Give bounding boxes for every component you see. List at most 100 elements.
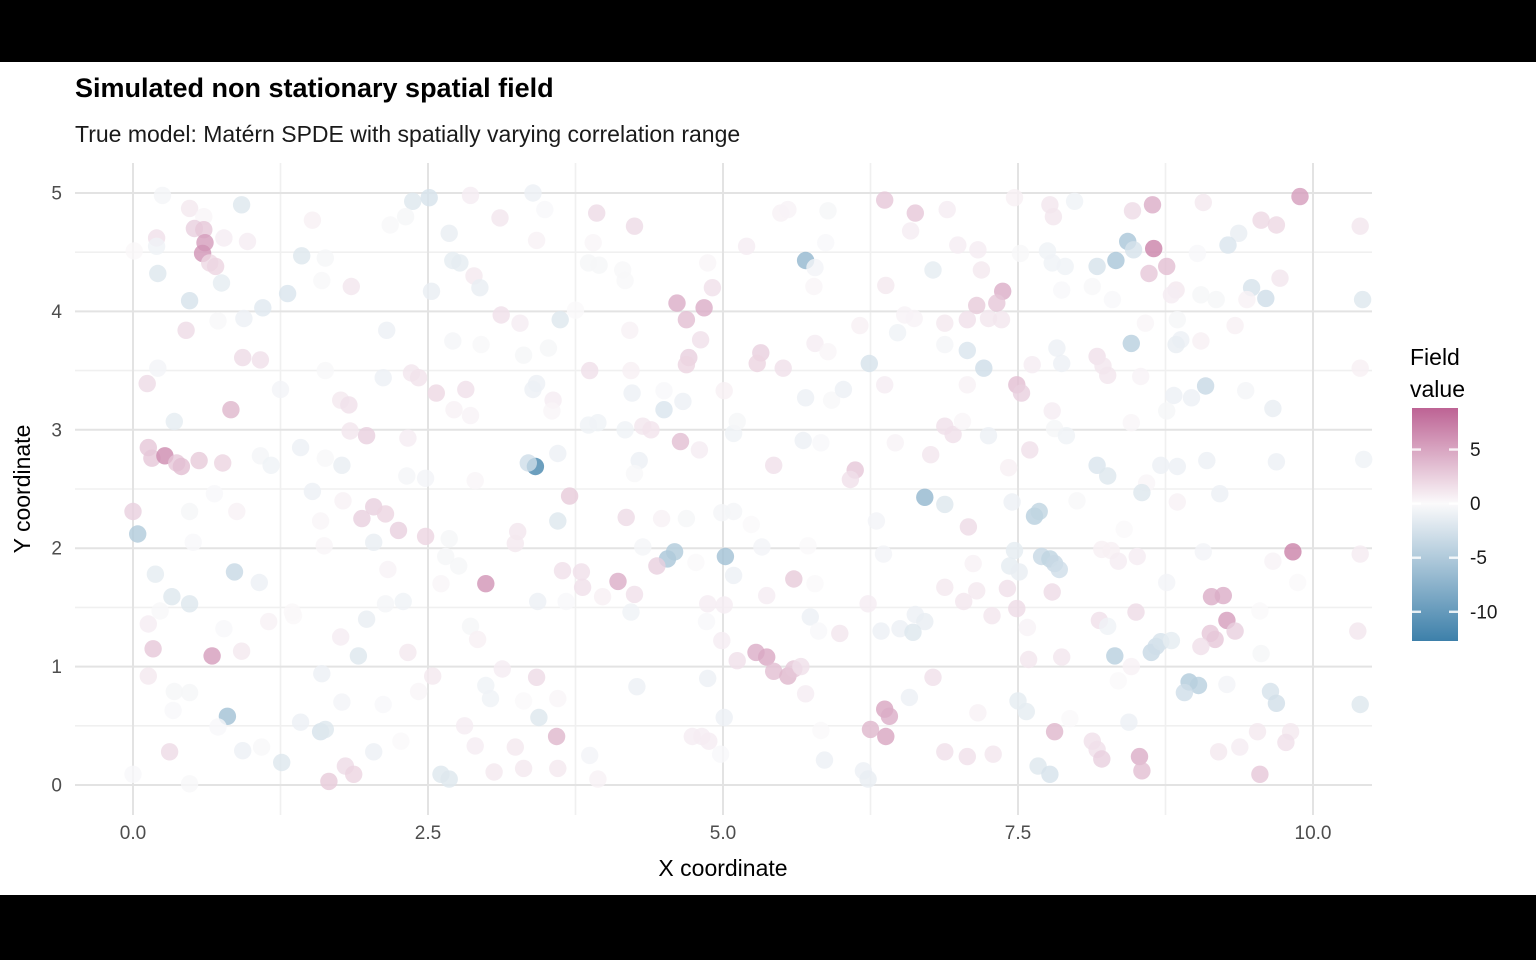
data-point [1083, 277, 1102, 296]
data-point [622, 603, 640, 621]
data-point [622, 361, 640, 380]
data-point [1023, 356, 1041, 374]
data-point [1122, 657, 1141, 676]
data-point [1277, 733, 1295, 752]
data-point [1021, 441, 1039, 459]
data-point [590, 256, 608, 274]
data-point [958, 747, 976, 766]
data-point [677, 311, 696, 329]
legend-tick-label: 0 [1470, 494, 1481, 515]
data-point [1252, 644, 1270, 663]
data-point [378, 321, 396, 339]
data-point [822, 391, 841, 409]
data-point [472, 335, 490, 354]
data-point [524, 184, 542, 202]
data-point [964, 554, 982, 573]
data-point [758, 648, 776, 666]
data-point [315, 537, 333, 555]
data-point [163, 588, 181, 606]
data-point [493, 660, 511, 678]
data-point [1053, 648, 1071, 666]
data-point [806, 575, 824, 593]
data-point [252, 738, 271, 756]
data-point [477, 676, 495, 695]
legend-tick-label: -5 [1470, 548, 1487, 569]
data-point [1230, 224, 1248, 242]
data-point [206, 257, 225, 276]
data-point [1068, 492, 1086, 510]
data-point [409, 369, 428, 387]
data-point [1050, 560, 1069, 579]
data-point [1189, 676, 1208, 695]
data-point [303, 211, 322, 229]
data-point [984, 745, 1002, 763]
data-point [440, 530, 458, 548]
data-point [457, 380, 475, 399]
data-point [1010, 563, 1028, 581]
data-point [1218, 675, 1236, 694]
data-point [748, 354, 766, 373]
data-point [1106, 647, 1124, 665]
data-point [506, 534, 524, 553]
data-point [1168, 493, 1187, 511]
data-point [234, 742, 252, 760]
data-point [214, 454, 232, 472]
data-point [316, 361, 334, 380]
data-point [774, 359, 792, 377]
data-point [333, 693, 351, 711]
data-point [235, 309, 253, 328]
data-point [799, 537, 817, 555]
data-point [1264, 552, 1282, 570]
data-point [1158, 402, 1176, 420]
data-point [147, 237, 166, 255]
data-point [1043, 402, 1061, 420]
x-axis-title: X coordinate [658, 855, 787, 881]
data-point [972, 261, 991, 279]
data-point [983, 607, 1001, 625]
data-point [975, 359, 993, 377]
data-point [303, 482, 322, 501]
data-point [699, 595, 717, 613]
data-point [129, 525, 147, 543]
data-point [888, 324, 907, 342]
data-point [1099, 366, 1117, 384]
data-point [527, 231, 546, 250]
data-point [1122, 334, 1141, 353]
data-point [420, 189, 438, 207]
data-point [398, 467, 416, 485]
data-point [1061, 710, 1079, 728]
data-point [506, 738, 524, 756]
data-point [817, 234, 835, 252]
data-point [900, 688, 919, 707]
data-point [1192, 332, 1210, 350]
data-point [968, 582, 986, 600]
data-point [724, 566, 743, 585]
data-point [1207, 290, 1225, 309]
data-point [1231, 738, 1249, 756]
data-point [1192, 286, 1210, 304]
data-point [332, 628, 350, 646]
data-point [1003, 493, 1021, 511]
data-point [1209, 743, 1228, 761]
data-point [936, 335, 954, 354]
data-point [642, 421, 660, 439]
data-point [1192, 637, 1210, 656]
data-point [1057, 427, 1076, 445]
data-point [278, 284, 297, 303]
data-point [389, 521, 408, 540]
data-point [906, 204, 924, 222]
data-point [1018, 618, 1037, 637]
data-point [180, 199, 199, 218]
data-point [953, 412, 972, 431]
data-point [1162, 631, 1181, 650]
data-point [1251, 765, 1269, 783]
data-point [1219, 236, 1237, 254]
gridlines-major [75, 163, 1372, 815]
data-point [625, 464, 644, 483]
data-point [262, 456, 280, 474]
data-point [514, 759, 533, 778]
data-point [805, 277, 823, 296]
data-point [936, 578, 954, 596]
data-point [399, 429, 417, 447]
data-point [1005, 189, 1024, 207]
